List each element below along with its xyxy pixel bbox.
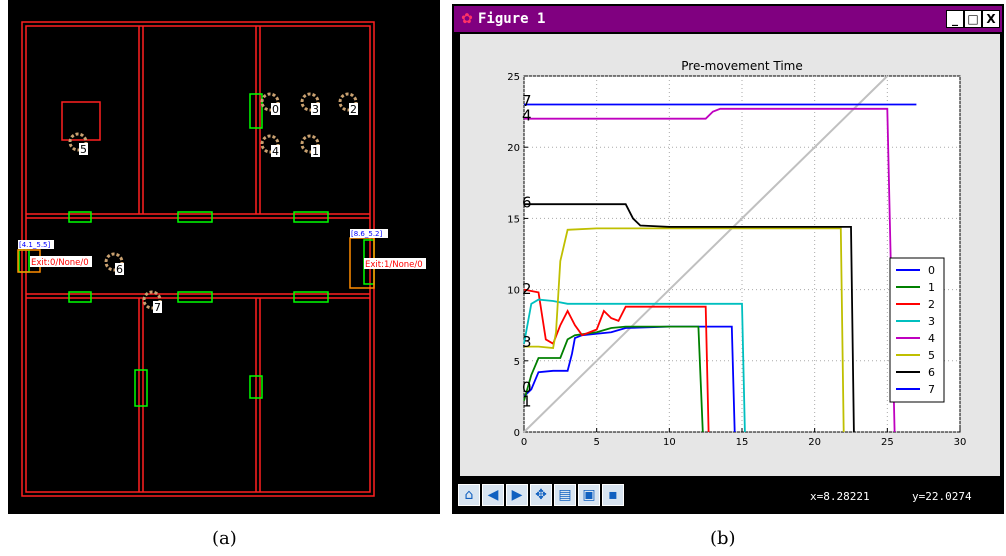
window-title: Figure 1 bbox=[478, 11, 546, 27]
agents: 0 3 2 4 1 5 6 7 bbox=[68, 92, 358, 314]
legend-label: 1 bbox=[928, 281, 935, 294]
pan-icon[interactable]: ✥ bbox=[530, 484, 552, 506]
diagonal-line bbox=[523, 75, 889, 433]
legend-box bbox=[889, 257, 945, 403]
floorplan-canvas: [4.1_5.5] Exit:0/None/0 [8.6_5.2] Exit:1… bbox=[17, 21, 426, 497]
agent-marker bbox=[300, 134, 320, 154]
x-tick-label: 25 bbox=[881, 437, 894, 448]
subplots-icon[interactable]: ▤ bbox=[554, 484, 576, 506]
agent-label-bg bbox=[79, 143, 88, 155]
agent-label: 0 bbox=[272, 103, 279, 116]
agent-marker bbox=[338, 92, 358, 112]
line-annotation-4: 4 bbox=[522, 106, 532, 124]
y-tick-label: 5 bbox=[514, 357, 520, 368]
exit1-label: Exit:1/None/0 bbox=[365, 260, 423, 270]
agent-label: 1 bbox=[312, 145, 319, 158]
agent-marker bbox=[300, 92, 320, 112]
x-tick-label: 20 bbox=[808, 437, 821, 448]
agent-label: 6 bbox=[116, 263, 123, 276]
y-tick-label: 0 bbox=[514, 428, 520, 439]
agent-label: 4 bbox=[272, 145, 279, 158]
series-line-1 bbox=[523, 325, 704, 433]
minimize-button[interactable]: _ bbox=[946, 10, 964, 28]
series-line-6 bbox=[524, 203, 855, 433]
series-lines bbox=[523, 75, 917, 433]
y-tick-label: 20 bbox=[507, 143, 520, 154]
caption-b: (b) bbox=[710, 528, 736, 549]
agent-label-bg bbox=[153, 301, 162, 313]
legend-label: 6 bbox=[928, 366, 935, 379]
series-line-4 bbox=[524, 107, 896, 433]
window-titlebar[interactable]: ✿ Figure 1 _ □ X bbox=[454, 6, 1002, 32]
doors bbox=[18, 93, 375, 407]
chart-title: Pre-movement Time bbox=[681, 59, 803, 73]
caption-a: (a) bbox=[212, 528, 237, 549]
y-tick-label: 15 bbox=[507, 214, 520, 225]
back-icon[interactable]: ◀ bbox=[482, 484, 504, 506]
legend-label: 2 bbox=[928, 298, 935, 311]
forward-icon[interactable]: ▶ bbox=[506, 484, 528, 506]
line-annotation-1: 1 bbox=[522, 393, 532, 411]
agent-label: 7 bbox=[154, 301, 161, 314]
legend-label: 3 bbox=[928, 315, 935, 328]
coord-x: x=8.28221 bbox=[810, 490, 870, 503]
home-icon[interactable]: ⌂ bbox=[458, 484, 480, 506]
line-annotation-0: 0 bbox=[522, 378, 532, 396]
agent-marker bbox=[260, 92, 280, 112]
y-tick-label: 10 bbox=[507, 286, 520, 297]
x-tick-label: 30 bbox=[954, 437, 967, 448]
close-button[interactable]: X bbox=[982, 10, 1000, 28]
agent-marker bbox=[260, 134, 280, 154]
maximize-button[interactable]: □ bbox=[964, 10, 982, 28]
legend-label: 5 bbox=[928, 349, 935, 362]
exit0-label: Exit:0/None/0 bbox=[31, 258, 89, 268]
exit-labels: [4.1_5.5] Exit:0/None/0 [8.6_5.2] Exit:1… bbox=[18, 229, 426, 270]
zoom-icon[interactable]: ▣ bbox=[578, 484, 600, 506]
x-tick-label: 0 bbox=[521, 437, 527, 448]
walls bbox=[21, 21, 375, 497]
agent-marker bbox=[104, 252, 124, 272]
legend: 0 1 2 3 4 5 6 7 bbox=[889, 257, 945, 403]
series-line-3 bbox=[523, 298, 746, 433]
agent-label-bg bbox=[311, 145, 320, 157]
agent-marker bbox=[142, 290, 162, 310]
series-line-2 bbox=[523, 288, 710, 433]
agent-label: 2 bbox=[350, 103, 357, 116]
agent-label-bg bbox=[271, 103, 280, 115]
coord-y: y=22.0274 bbox=[912, 490, 972, 503]
y-tick-label: 25 bbox=[507, 72, 520, 83]
agent-marker bbox=[68, 132, 88, 152]
exit0-tag: [4.1_5.5] bbox=[19, 241, 50, 249]
exit1-tag: [8.6_5.2] bbox=[351, 230, 382, 238]
app-icon: ✿ bbox=[461, 11, 473, 27]
agent-label-bg bbox=[311, 103, 320, 115]
agent-label: 5 bbox=[80, 143, 87, 156]
agent-label-bg bbox=[115, 263, 124, 275]
line-annotation-2: 2 bbox=[522, 280, 532, 298]
line-annotation-7: 7 bbox=[522, 92, 532, 110]
x-tick-label: 10 bbox=[663, 437, 676, 448]
agent-label-bg bbox=[349, 103, 358, 115]
legend-label: 4 bbox=[928, 332, 935, 345]
figure-window: ✿ Figure 1 _ □ X 0 5 10 15 20 25 30 0 5 10 15 20 25 … bbox=[452, 4, 1004, 514]
agent-label: 3 bbox=[312, 103, 319, 116]
x-tick-label: 15 bbox=[736, 437, 749, 448]
floorplan-panel: [4.1_5.5] Exit:0/None/0 [8.6_5.2] Exit:1… bbox=[8, 0, 440, 514]
line-annotation-3: 3 bbox=[522, 333, 532, 351]
legend-label: 7 bbox=[928, 383, 935, 396]
legend-label: 0 bbox=[928, 264, 935, 277]
x-tick-label: 5 bbox=[593, 437, 599, 448]
line-annotation-6: 6 bbox=[522, 193, 532, 211]
save-icon[interactable]: ▪ bbox=[602, 484, 624, 506]
agent-label-bg bbox=[271, 145, 280, 157]
line-annotations: 74 6 2 3 01 bbox=[522, 92, 532, 410]
series-line-5 bbox=[524, 227, 845, 433]
toolbar: ⌂ ◀ ▶ ✥ ▤ ▣ ▪ x=8.28221 y=22.0274 bbox=[454, 480, 1002, 512]
